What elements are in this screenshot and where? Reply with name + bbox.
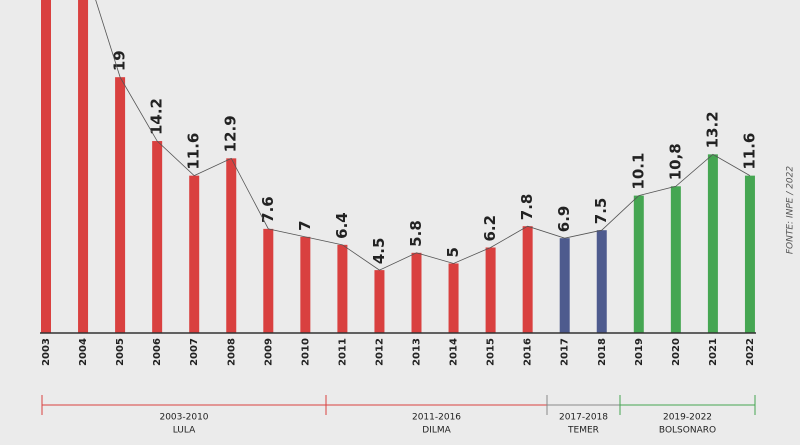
value-label: 5.8 (407, 220, 425, 247)
bar (374, 270, 385, 333)
period-range: 2019-2022 (663, 413, 712, 423)
bar (115, 77, 126, 333)
x-tick-label: 2011 (337, 338, 348, 366)
bar (596, 230, 607, 333)
bar (189, 175, 200, 333)
value-label: 5 (444, 247, 462, 257)
bar (263, 228, 274, 333)
x-tick-label: 2015 (486, 338, 497, 366)
bar (670, 186, 681, 333)
value-label: 7.5 (592, 198, 610, 225)
value-label: 10.1 (629, 153, 647, 190)
bar (633, 195, 644, 333)
value-label: 12.9 (222, 115, 240, 152)
value-label: 4.5 (370, 238, 388, 265)
value-label: 6.2 (481, 215, 499, 242)
bar (707, 154, 718, 333)
bar (226, 158, 237, 333)
x-tick-label: 2012 (374, 338, 385, 366)
x-tick-label: 2019 (634, 338, 645, 366)
bar (559, 238, 570, 333)
period-range: 2003-2010 (159, 413, 208, 423)
value-label: 7.6 (259, 196, 277, 223)
value-label: 11.6 (740, 133, 758, 170)
period-range: 2017-2018 (559, 413, 608, 423)
trend-line (95, 0, 751, 271)
x-tick-label: 2020 (671, 338, 682, 366)
period-range: 2011-2016 (412, 413, 461, 423)
value-label: 10,8 (666, 143, 684, 180)
period-name: BOLSONARO (659, 426, 716, 436)
bar (41, 0, 51, 333)
x-tick-label: 2021 (708, 338, 719, 366)
source: FONTE: INPE / 2022 (786, 166, 796, 255)
value-label: 6.9 (555, 206, 573, 233)
x-tick-label: 2022 (745, 338, 756, 366)
x-tick-label: 2016 (523, 338, 534, 366)
bar (522, 226, 533, 333)
x-tick-label: 2004 (78, 338, 89, 366)
period-name: DILMA (422, 426, 451, 436)
bar (448, 263, 459, 333)
x-tick-label: 2009 (263, 338, 274, 366)
x-tick-label: 2006 (152, 338, 163, 366)
value-label: 7 (296, 220, 314, 230)
value-label: 11.6 (185, 133, 203, 170)
x-tick-label: 2007 (189, 338, 200, 366)
value-label: 6.4 (333, 212, 351, 239)
x-tick-label: 2005 (115, 338, 126, 366)
x-tick-label: 2010 (300, 338, 311, 366)
bar (78, 0, 89, 333)
value-label: 13.2 (703, 111, 721, 148)
bar (300, 236, 311, 333)
bar (744, 175, 755, 333)
value-label: 7.8 (518, 194, 536, 221)
bar (411, 252, 422, 333)
bar (152, 141, 163, 333)
bar (485, 247, 496, 333)
x-tick-label: 2014 (449, 338, 460, 366)
plot-area: 19 14.2 11.6 12.9 7.6 7 6.4 4.5 5.8 5 6.2 7.8 6.9 7.5… (41, 0, 758, 333)
value-label: 14.2 (148, 98, 166, 135)
x-tick-label: 2013 (412, 338, 423, 366)
period-name: TEMER (567, 426, 599, 436)
x-tick-label: 2003 (41, 338, 52, 366)
x-tick-label: 2018 (597, 338, 608, 366)
bar (337, 244, 348, 333)
value-label: 19 (111, 50, 129, 71)
period-name: LULA (173, 426, 196, 436)
x-tick-label: 2017 (560, 338, 571, 366)
x-tick-label: 2008 (226, 338, 237, 366)
